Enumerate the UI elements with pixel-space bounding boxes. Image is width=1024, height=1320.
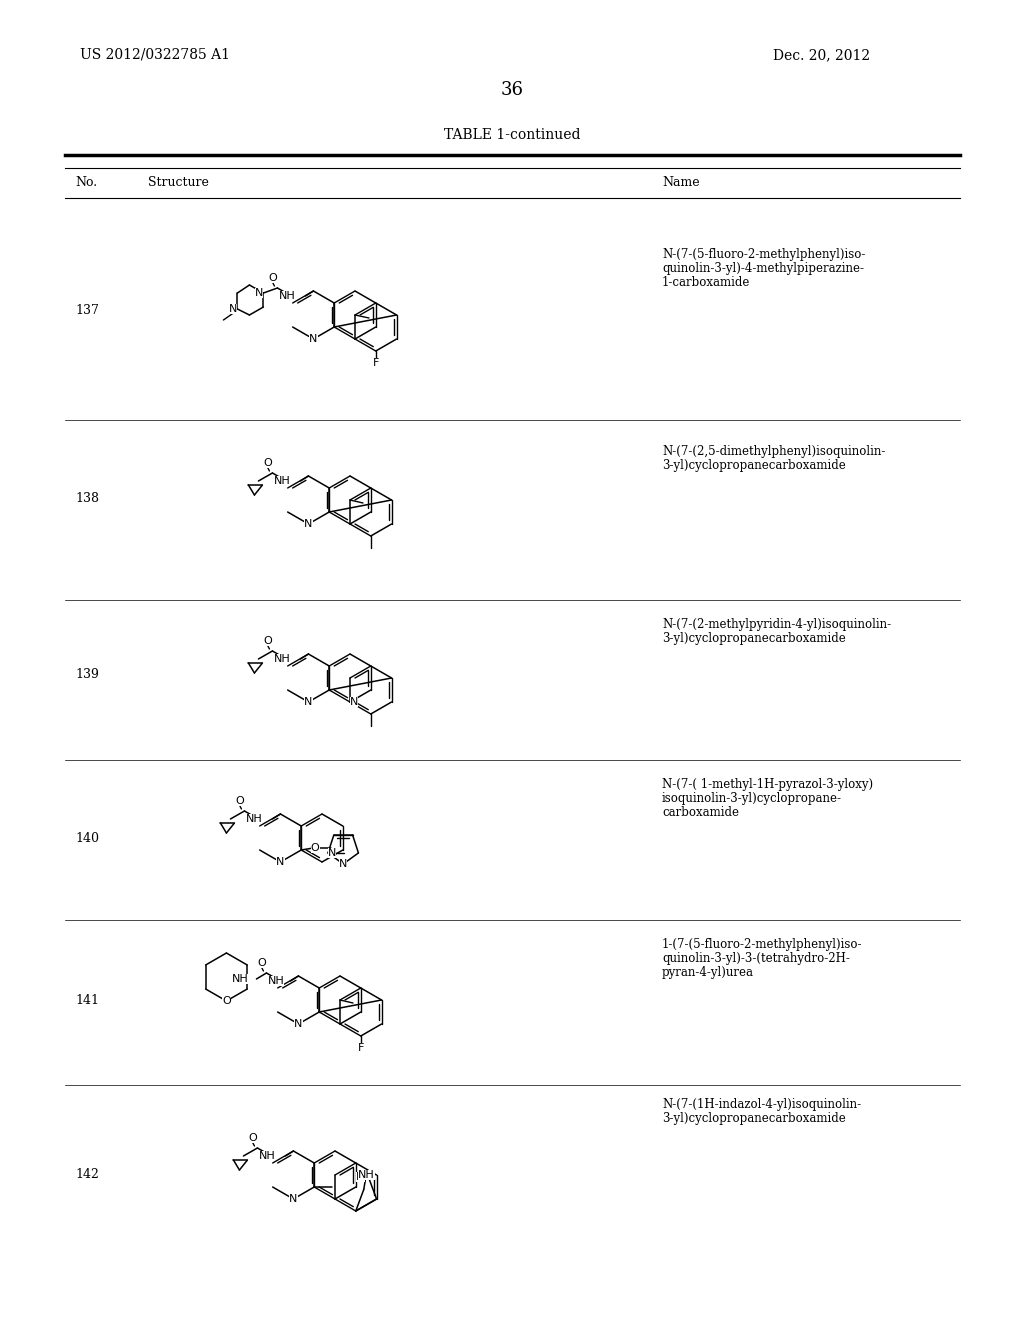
Text: F: F [373,358,379,368]
Text: N: N [309,334,317,345]
Text: Dec. 20, 2012: Dec. 20, 2012 [773,48,870,62]
Text: N-(7-(5-fluoro-2-methylphenyl)iso-: N-(7-(5-fluoro-2-methylphenyl)iso- [662,248,865,261]
Text: N: N [328,847,336,858]
Text: O: O [268,273,276,282]
Text: Structure: Structure [148,176,209,189]
Text: O: O [248,1133,257,1143]
Text: N-(7-( 1-methyl-1H-pyrazol-3-yloxy): N-(7-( 1-methyl-1H-pyrazol-3-yloxy) [662,777,873,791]
Text: N: N [255,288,263,298]
Text: F: F [357,1043,364,1053]
Text: 142: 142 [75,1168,99,1181]
Text: N: N [229,304,238,314]
Text: O: O [236,796,244,807]
Text: N: N [350,697,358,708]
Text: pyran-4-yl)urea: pyran-4-yl)urea [662,966,754,979]
Text: NH: NH [273,653,291,664]
Text: carboxamide: carboxamide [662,807,739,818]
Text: N: N [304,697,312,708]
Text: N: N [276,857,285,867]
Text: 1-carboxamide: 1-carboxamide [662,276,751,289]
Text: 3-yl)cyclopropanecarboxamide: 3-yl)cyclopropanecarboxamide [662,632,846,645]
Text: quinolin-3-yl)-3-(tetrahydro-2H-: quinolin-3-yl)-3-(tetrahydro-2H- [662,952,850,965]
Text: N-(7-(1H-indazol-4-yl)isoquinolin-: N-(7-(1H-indazol-4-yl)isoquinolin- [662,1098,861,1111]
Text: No.: No. [75,176,97,189]
Text: 138: 138 [75,491,99,504]
Text: O: O [263,458,271,469]
Text: 139: 139 [75,668,99,681]
Text: N-(7-(2,5-dimethylphenyl)isoquinolin-: N-(7-(2,5-dimethylphenyl)isoquinolin- [662,445,886,458]
Text: isoquinolin-3-yl)cyclopropane-: isoquinolin-3-yl)cyclopropane- [662,792,842,805]
Text: 141: 141 [75,994,99,1006]
Text: N: N [294,1019,303,1030]
Text: US 2012/0322785 A1: US 2012/0322785 A1 [80,48,230,62]
Text: 140: 140 [75,832,99,845]
Text: 1-(7-(5-fluoro-2-methylphenyl)iso-: 1-(7-(5-fluoro-2-methylphenyl)iso- [662,939,862,950]
Text: NH: NH [231,974,249,983]
Text: Name: Name [662,176,699,189]
Text: NH: NH [273,477,291,486]
Text: O: O [257,958,266,968]
Text: 3-yl)cyclopropanecarboxamide: 3-yl)cyclopropanecarboxamide [662,459,846,473]
Text: NH: NH [267,975,285,986]
Text: NH: NH [246,814,262,824]
Text: TABLE 1-continued: TABLE 1-continued [443,128,581,143]
Text: NH: NH [279,290,296,301]
Text: NH: NH [357,1170,375,1180]
Text: N: N [289,1195,298,1204]
Text: NH: NH [259,1151,275,1162]
Text: N: N [356,1172,365,1183]
Text: O: O [263,636,271,645]
Text: N: N [304,519,312,529]
Text: quinolin-3-yl)-4-methylpiperazine-: quinolin-3-yl)-4-methylpiperazine- [662,261,864,275]
Text: 137: 137 [75,304,99,317]
Text: O: O [222,997,230,1006]
Text: N: N [339,859,347,869]
Text: 3-yl)cyclopropanecarboxamide: 3-yl)cyclopropanecarboxamide [662,1111,846,1125]
Text: O: O [311,843,319,853]
Text: N-(7-(2-methylpyridin-4-yl)isoquinolin-: N-(7-(2-methylpyridin-4-yl)isoquinolin- [662,618,891,631]
Text: 36: 36 [501,81,523,99]
